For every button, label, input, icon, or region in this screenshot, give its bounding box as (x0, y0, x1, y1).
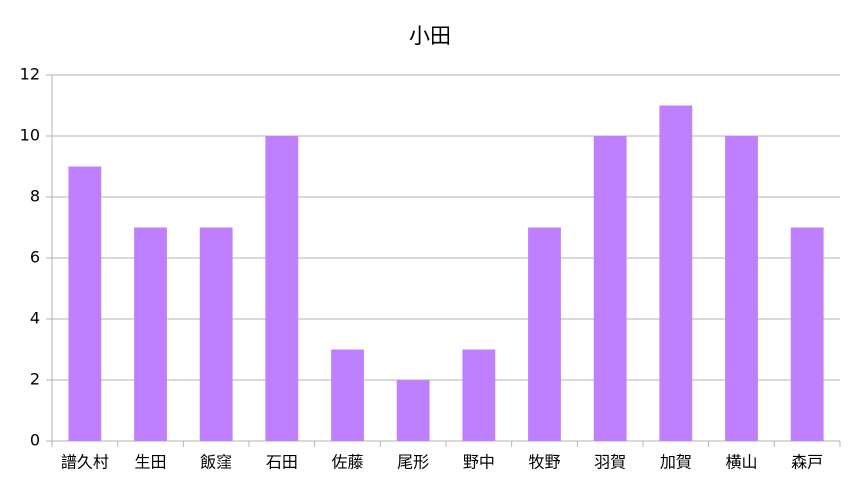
x-tick-label: 飯窪 (200, 453, 232, 472)
bar (134, 227, 167, 441)
y-tick-label: 4 (30, 309, 40, 328)
x-tick-label: 加賀 (660, 453, 692, 472)
x-tick-label: 譜久村 (61, 453, 109, 472)
chart-title: 小田 (409, 24, 451, 48)
y-tick-label: 12 (20, 65, 40, 84)
bar (659, 105, 693, 441)
x-tick-label: 羽賀 (594, 453, 626, 472)
y-tick-label: 2 (30, 370, 40, 389)
y-tick-label: 6 (30, 248, 40, 267)
bar (725, 136, 758, 441)
x-tick-label: 佐藤 (331, 453, 363, 472)
bar (462, 349, 496, 441)
bar (790, 227, 824, 441)
y-tick-label: 0 (30, 431, 40, 450)
x-tick-label: 牧野 (528, 453, 560, 472)
x-tick-label: 野中 (463, 453, 495, 472)
x-tick-label: 尾形 (397, 453, 429, 472)
x-tick-label: 森戸 (791, 453, 823, 472)
y-tick-label: 8 (30, 187, 40, 206)
x-tick-label: 横山 (725, 453, 757, 472)
bar (199, 227, 233, 441)
bar (265, 136, 299, 441)
bar (396, 380, 430, 441)
bar (68, 166, 102, 441)
x-tick-label: 生田 (134, 453, 166, 472)
x-tick-label: 石田 (266, 453, 298, 472)
bar (593, 136, 627, 441)
y-tick-label: 10 (20, 126, 40, 145)
bar (331, 349, 364, 441)
bar (528, 227, 561, 441)
